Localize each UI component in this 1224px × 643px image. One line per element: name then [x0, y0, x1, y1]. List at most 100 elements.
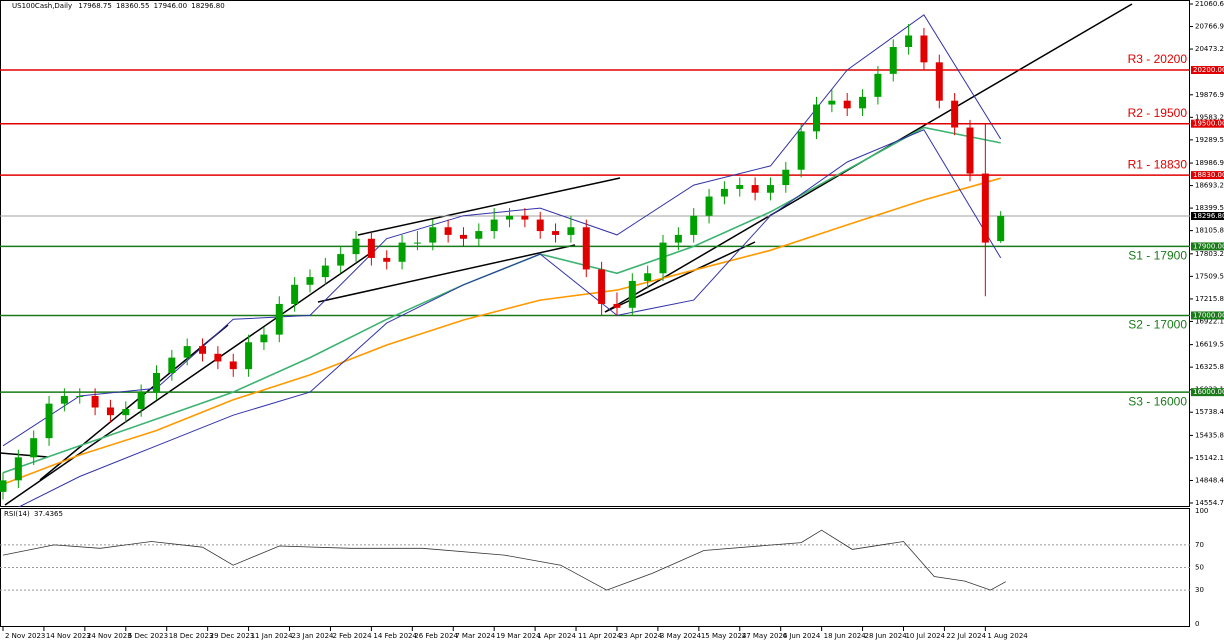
candle-body — [137, 392, 145, 410]
candle-body — [506, 215, 514, 220]
header-low: 17946.00 — [154, 2, 187, 10]
candle-body — [76, 395, 84, 397]
candle-body — [951, 100, 959, 128]
candle-body — [966, 127, 974, 174]
x-tick-label: 10 Jul 2024 — [905, 632, 945, 640]
candle-body — [352, 238, 360, 255]
trendline — [317, 244, 576, 303]
x-tick-label: 19 Mar 2024 — [496, 632, 541, 640]
candle-body — [245, 342, 253, 370]
y-tick-label: 16922.10 — [1195, 317, 1224, 325]
indicator-line — [17, 129, 1002, 507]
candle-body — [367, 238, 375, 258]
x-tick-label: 27 May 2024 — [742, 632, 788, 640]
x-tick-label: 18 Dec 2023 — [169, 632, 214, 640]
candle-body — [199, 346, 207, 354]
candle-body — [613, 303, 621, 308]
header-high: 18360.55 — [116, 2, 149, 10]
x-tick-label: 22 Jul 2024 — [946, 632, 986, 640]
candle-body — [598, 269, 606, 304]
candle-body — [183, 346, 191, 358]
candle-body — [45, 403, 53, 439]
candle-body — [291, 284, 299, 304]
x-tick-label: 11 Apr 2024 — [578, 632, 622, 640]
y-tick-label: 15142.10 — [1195, 454, 1224, 462]
level-price-label: 17000.00 — [1193, 311, 1224, 319]
candle-body — [797, 131, 805, 170]
candle-body — [766, 185, 774, 193]
candle-body — [905, 35, 913, 47]
trendline — [0, 452, 49, 458]
x-tick-label: 7 Mar 2024 — [455, 632, 495, 640]
candle-body — [859, 96, 867, 109]
candle-body — [521, 215, 529, 220]
candle-body — [60, 395, 68, 404]
candle-body — [106, 407, 114, 416]
rsi-tick-label: 0 — [1195, 620, 1199, 628]
candle-body — [628, 280, 636, 308]
rsi-tick-label: 50 — [1195, 564, 1204, 572]
header-open: 17968.75 — [78, 2, 111, 10]
candle-body — [260, 334, 268, 343]
level-label: S2 - 17000 — [1128, 318, 1187, 332]
x-tick-label: 2 Feb 2024 — [332, 632, 372, 640]
trendline — [4, 249, 376, 506]
candle-body — [413, 242, 421, 244]
candle-body — [659, 242, 667, 274]
candle-body — [997, 215, 1005, 242]
candle-body — [843, 100, 851, 109]
plot-area — [0, 14, 1190, 507]
x-tick-label: 3 May 2024 — [660, 632, 702, 640]
x-tick-label: 11 Jan 2024 — [251, 632, 294, 640]
candle-body — [429, 227, 437, 243]
candle-body — [91, 395, 99, 408]
rsi-frame — [0, 508, 1190, 627]
level-price-box — [1191, 66, 1224, 75]
level-price-label: 17900.00 — [1193, 242, 1224, 250]
trendline — [39, 324, 229, 481]
candle-body — [828, 100, 836, 105]
level-price-label: 19500.00 — [1193, 120, 1224, 128]
candle-body — [459, 234, 467, 239]
candle-body — [490, 219, 498, 232]
level-price-box — [1191, 119, 1224, 128]
candle-body — [720, 188, 728, 197]
level-label: S3 - 16000 — [1128, 394, 1187, 408]
candle-body — [229, 361, 237, 370]
rsi-tick-label: 70 — [1195, 541, 1204, 549]
candle-body — [152, 372, 160, 393]
candle-body — [690, 215, 698, 235]
x-tick-label: 15 May 2024 — [701, 632, 747, 640]
level-price-label: 18830.00 — [1193, 171, 1224, 179]
y-tick-label: 17215.80 — [1195, 295, 1224, 303]
level-price-label: 20200.00 — [1193, 66, 1224, 74]
y-tick-label: 18105.80 — [1195, 227, 1224, 235]
trendline — [357, 177, 621, 236]
symbol: US100Cash,Daily — [12, 2, 72, 10]
y-tick-label: 20766.90 — [1195, 23, 1224, 31]
y-tick-label: 17509.50 — [1195, 272, 1224, 280]
candle-body — [782, 169, 790, 186]
header-close: 18296.80 — [191, 2, 224, 10]
x-tick-label: 23 Jan 2024 — [292, 632, 335, 640]
candle-body — [705, 196, 713, 216]
trendline — [604, 241, 756, 313]
level-label: S1 - 17900 — [1128, 249, 1187, 263]
candle-body — [337, 254, 345, 266]
level-price-box — [1191, 242, 1224, 251]
y-tick-label: 19583.20 — [1195, 113, 1224, 121]
candle-body — [14, 457, 22, 481]
y-tick-label: 18986.90 — [1195, 159, 1224, 167]
candle-body — [552, 231, 560, 235]
x-tick-label: 1 Aug 2024 — [987, 632, 1028, 640]
current-price-label: 18296.80 — [1193, 212, 1224, 220]
candle-body — [920, 35, 928, 63]
x-tick-label: 14 Nov 2023 — [46, 632, 91, 640]
candle-body — [444, 227, 452, 235]
candle-body — [168, 357, 176, 373]
candle-body — [536, 219, 544, 232]
x-tick-label: 24 Nov 2023 — [87, 632, 132, 640]
y-tick-label: 16619.50 — [1195, 341, 1224, 349]
level-price-label: 16000.00 — [1193, 388, 1224, 396]
y-tick-label: 15738.40 — [1195, 408, 1224, 416]
